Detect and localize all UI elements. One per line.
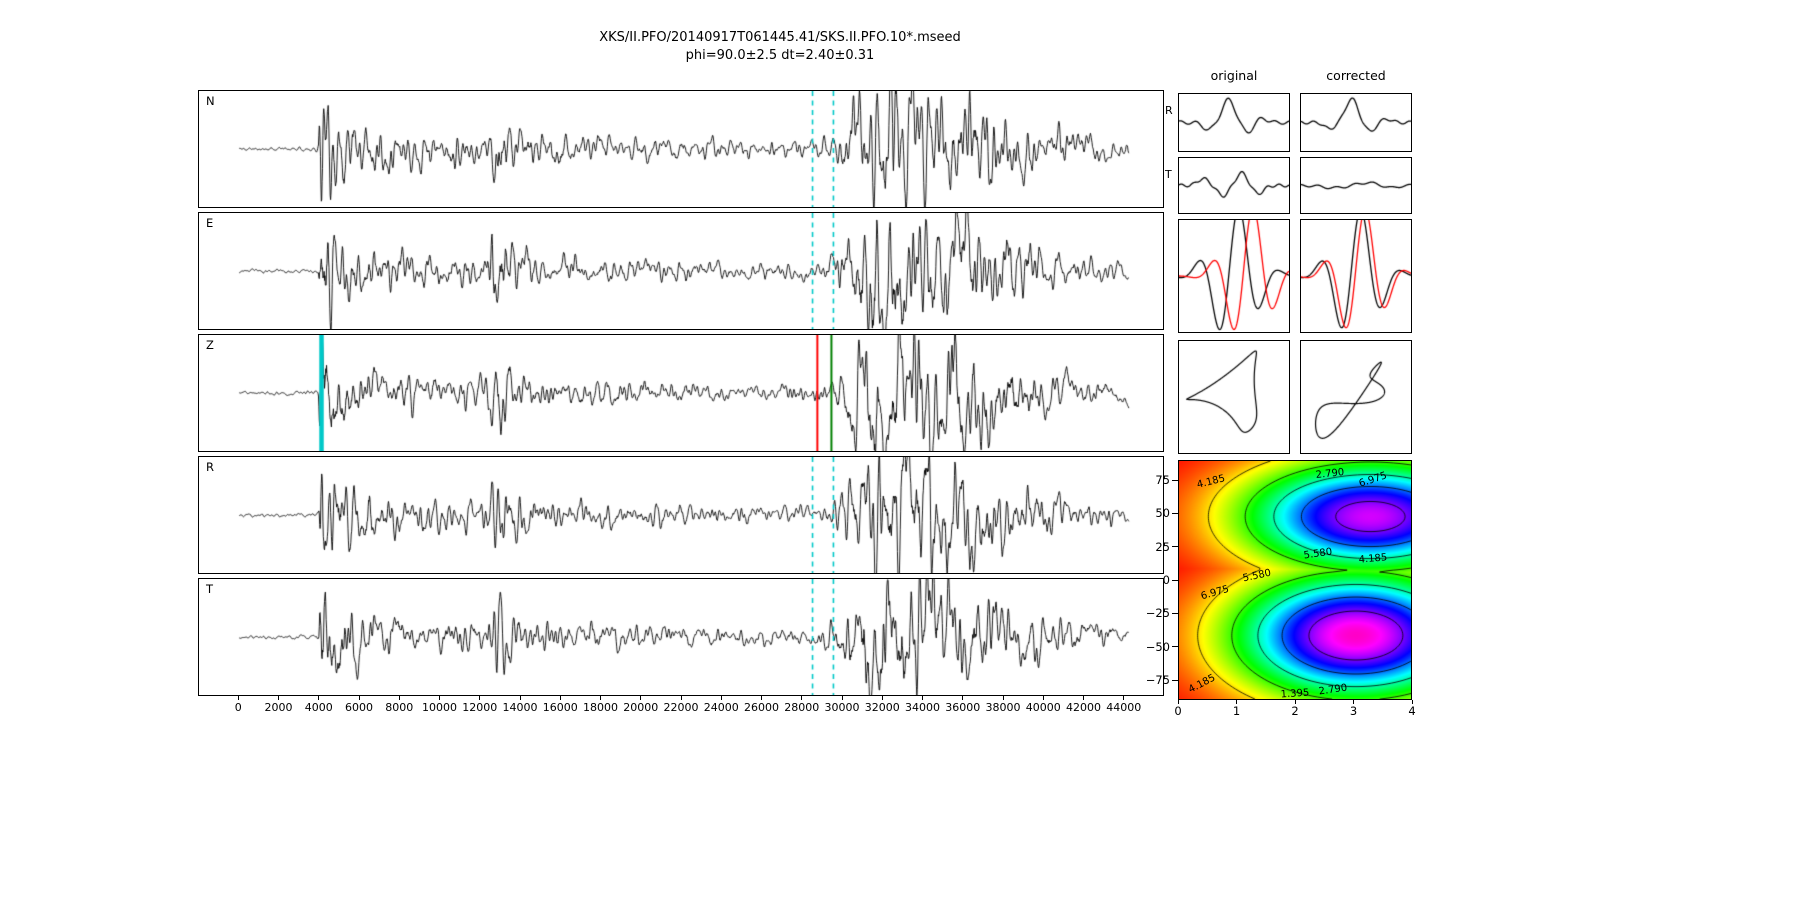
waveform-original-r-plot <box>1179 94 1289 151</box>
waveform-corrected-r-plot <box>1301 94 1411 151</box>
x-tick-label: 28000 <box>784 701 820 714</box>
fast-slow-overlay-corrected-plot <box>1301 220 1411 332</box>
figure-subtitle: phi=90.0±2.5 dt=2.40±0.31 <box>685 48 875 63</box>
surface-x-tick-label: 1 <box>1232 704 1241 718</box>
x-tick-label: 8000 <box>385 701 414 714</box>
trace-plot-e <box>199 213 1163 329</box>
x-tick-label: 16000 <box>542 701 578 714</box>
surface-x-tick-label: 0 <box>1174 704 1182 718</box>
waveform-corrected-t <box>1300 157 1412 214</box>
x-tick-label: 40000 <box>1025 701 1061 714</box>
fast-slow-overlay-original <box>1178 219 1290 333</box>
figure-title: XKS/II.PFO/20140917T061445.41/SKS.II.PFO… <box>599 30 961 45</box>
x-tick-mark <box>318 696 320 700</box>
surface-x-tick-label: 2 <box>1291 704 1299 718</box>
particle-motion-corrected-plot <box>1301 341 1411 453</box>
trace-plot-r <box>199 457 1163 573</box>
x-tick-label: 6000 <box>345 701 373 714</box>
x-tick-label: 38000 <box>985 701 1021 714</box>
trace-label-z: Z <box>206 338 214 352</box>
x-tick-mark <box>1083 696 1084 700</box>
waveform-corrected-t-plot <box>1301 158 1411 213</box>
column-header-corrected: corrected <box>1326 68 1386 83</box>
x-axis: 0 2000 4000 6000 8000 10000 12000 14000 16000 180… <box>198 696 1164 718</box>
x-tick-label: 24000 <box>703 701 739 714</box>
x-tick-label: 34000 <box>905 701 940 714</box>
waveform-corrected-r <box>1300 93 1412 152</box>
x-tick-label: 22000 <box>663 701 699 714</box>
x-tick-label: 12000 <box>462 701 498 714</box>
x-tick-label: 36000 <box>945 701 981 714</box>
x-tick-mark <box>962 696 964 700</box>
x-tick-mark <box>479 696 481 700</box>
x-tick-label: 44000 <box>1106 701 1142 714</box>
waveform-original-r <box>1178 93 1290 152</box>
surface-x-tick-mark <box>1177 700 1179 704</box>
trace-panel-t: T <box>198 578 1164 696</box>
waveform-original-t-plot <box>1179 158 1289 213</box>
particle-motion-corrected <box>1300 340 1412 454</box>
x-tick-mark <box>278 696 279 700</box>
row-label-t: T <box>1165 168 1172 181</box>
trace-label-e: E <box>206 216 214 230</box>
particle-motion-original-plot <box>1179 341 1289 453</box>
fast-slow-overlay-corrected <box>1300 219 1412 333</box>
x-tick-mark <box>881 696 883 700</box>
x-tick-label: 42000 <box>1066 701 1101 714</box>
particle-motion-original <box>1178 340 1290 454</box>
x-tick-mark <box>801 696 803 700</box>
trace-label-n: N <box>206 94 215 108</box>
x-tick-mark <box>237 696 239 700</box>
trace-panel-r: R <box>198 456 1164 574</box>
x-tick-mark <box>600 696 601 700</box>
x-tick-label: 2000 <box>264 701 293 714</box>
trace-panel-z: Z <box>198 334 1164 452</box>
waveform-original-t <box>1178 157 1290 214</box>
row-label-r: R <box>1165 104 1173 117</box>
column-header-original: original <box>1210 68 1258 83</box>
x-tick-mark <box>640 696 642 700</box>
surface-x-tick-mark <box>1353 700 1354 704</box>
x-tick-mark <box>720 696 722 700</box>
trace-label-r: R <box>206 460 214 474</box>
x-tick-label: 20000 <box>623 701 659 714</box>
surface-x-tick-label: 4 <box>1408 704 1416 718</box>
x-tick-mark <box>1042 696 1044 700</box>
x-tick-label: 14000 <box>502 701 538 714</box>
surface-x-tick-mark <box>1236 700 1237 704</box>
x-tick-label: 0 <box>234 701 242 714</box>
x-tick-mark <box>358 696 360 700</box>
x-tick-mark <box>519 696 521 700</box>
x-tick-mark <box>761 696 762 700</box>
trace-label-t: T <box>206 582 214 596</box>
trace-plot-t <box>199 579 1163 695</box>
x-tick-mark <box>398 696 400 700</box>
x-tick-label: 18000 <box>583 701 618 714</box>
x-tick-mark <box>559 696 561 700</box>
surface-x-tick-label: 3 <box>1349 704 1358 718</box>
error-surface-plot <box>1179 461 1411 699</box>
surface-x-tick-mark <box>1294 700 1296 704</box>
trace-panel-n: N <box>198 90 1164 208</box>
x-tick-label: 26000 <box>744 701 779 714</box>
error-surface-panel <box>1178 460 1412 700</box>
x-tick-mark <box>1002 696 1004 700</box>
fast-slow-overlay-original-plot <box>1179 220 1289 332</box>
x-tick-label: 4000 <box>304 701 333 714</box>
trace-plot-z <box>199 335 1163 451</box>
surface-x-tick-mark <box>1411 700 1413 704</box>
trace-plot-n <box>199 91 1163 207</box>
x-tick-mark <box>439 696 440 700</box>
x-tick-mark <box>841 696 843 700</box>
x-tick-label: 32000 <box>864 701 900 714</box>
x-tick-mark <box>922 696 923 700</box>
x-tick-label: 10000 <box>422 701 457 714</box>
x-tick-label: 30000 <box>824 701 860 714</box>
x-tick-mark <box>1123 696 1125 700</box>
x-tick-mark <box>680 696 682 700</box>
trace-panel-e: E <box>198 212 1164 330</box>
